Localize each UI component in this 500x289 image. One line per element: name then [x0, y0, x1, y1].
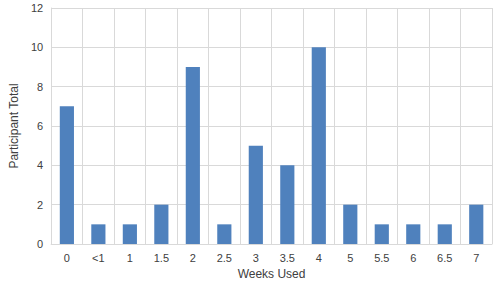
svg-text:3: 3	[253, 252, 259, 264]
svg-text:2: 2	[190, 252, 196, 264]
svg-text:6.5: 6.5	[437, 252, 452, 264]
svg-text:6: 6	[410, 252, 416, 264]
svg-text:3.5: 3.5	[280, 252, 295, 264]
svg-text:Participant Total: Participant Total	[7, 83, 21, 168]
svg-text:5: 5	[347, 252, 353, 264]
svg-text:Weeks Used: Weeks Used	[238, 267, 306, 281]
svg-text:1.5: 1.5	[154, 252, 169, 264]
svg-text:0: 0	[64, 252, 70, 264]
svg-text:6: 6	[37, 120, 43, 132]
svg-text:7: 7	[473, 252, 479, 264]
svg-text:1: 1	[127, 252, 133, 264]
svg-text:2.5: 2.5	[217, 252, 232, 264]
svg-text:0: 0	[37, 238, 43, 250]
svg-text:4: 4	[37, 159, 43, 171]
svg-text:2: 2	[37, 199, 43, 211]
svg-text:<1: <1	[92, 252, 105, 264]
svg-text:8: 8	[37, 81, 43, 93]
svg-text:10: 10	[31, 41, 43, 53]
svg-text:12: 12	[31, 2, 43, 14]
svg-text:5.5: 5.5	[374, 252, 389, 264]
svg-text:4: 4	[316, 252, 322, 264]
